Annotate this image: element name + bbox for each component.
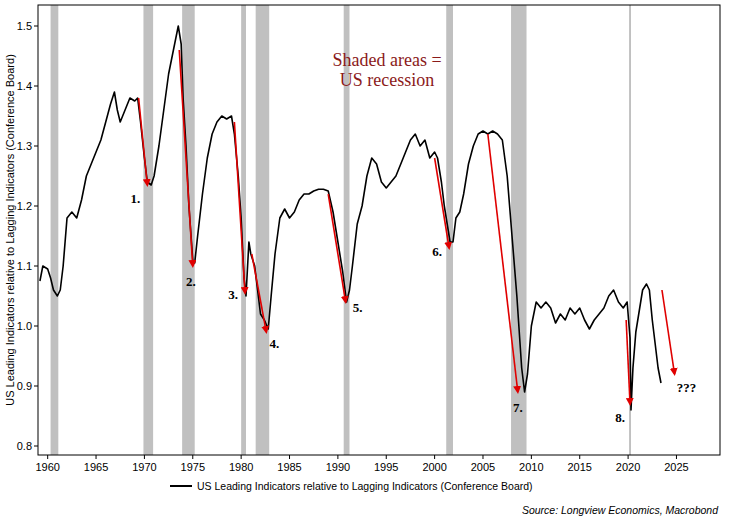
arrow-label: 1. [130,191,140,206]
y-tick [34,326,38,327]
arrow [252,254,267,332]
arrow-label: 3. [228,287,238,302]
x-tick [531,455,532,459]
plot-frame [38,5,720,455]
x-tick-label: 2005 [471,461,495,473]
y-tick-label: 0.9 [17,380,32,392]
recession-band [182,5,195,455]
x-tick-label: 1965 [84,461,108,473]
arrow-label: 4. [269,336,279,351]
arrow [139,98,148,185]
y-tick [34,146,38,147]
chart-container: 0.8 0.9 1.0 1.1 1.2 1.3 1.4 1.5 1960 1965 1970 1975… [0,0,731,522]
legend-label: US Leading Indicators relative to Laggin… [197,480,533,492]
y-tick [34,266,38,267]
x-tick-label: 2025 [664,461,688,473]
x-tick [337,455,338,459]
arrow [234,122,245,293]
recession-band [446,5,453,455]
x-tick [192,455,193,459]
arrow-label: 6. [432,244,442,259]
arrow [488,134,518,392]
x-tick [482,455,483,459]
arrow [626,320,630,404]
y-tick-label: 0.8 [17,440,32,452]
y-tick [34,446,38,447]
x-tick [434,455,435,459]
x-tick-label: 1995 [374,461,398,473]
y-axis-label: US Leading Indicators relative to Laggin… [4,54,16,406]
x-tick-label: 1970 [132,461,156,473]
y-tick-label: 1.0 [17,320,32,332]
y-tick-label: 1.4 [17,80,32,92]
x-tick [676,455,677,459]
x-tick-label: 1985 [277,461,301,473]
x-tick [386,455,387,459]
x-tick-label: 2020 [616,461,640,473]
x-tick-label: 1960 [35,461,59,473]
legend-swatch [170,485,192,487]
arrow-label: 5. [353,300,363,315]
x-tick-label: 1990 [326,461,350,473]
x-tick [579,455,580,459]
recession-band [256,5,270,455]
data-line [40,26,661,410]
source-text: Source: Longview Economics, Macrobond [522,504,719,516]
x-tick-label: 2000 [422,461,446,473]
x-tick [628,455,629,459]
x-tick [241,455,242,459]
y-tick [34,386,38,387]
y-tick [34,206,38,207]
x-tick [47,455,48,459]
x-tick [96,455,97,459]
y-tick-label: 1.1 [17,260,32,272]
y-tick-label: 1.5 [17,20,32,32]
y-tick [34,86,38,87]
note-text: Shaded areas = [332,50,441,70]
arrow-label: ??? [677,380,697,395]
plot-area [40,5,661,455]
note-text: US recession [340,70,434,90]
y-tick-label: 1.2 [17,200,32,212]
recession-band [143,5,153,455]
arrow [435,158,450,248]
chart-svg: 0.8 0.9 1.0 1.1 1.2 1.3 1.4 1.5 1960 1965 1970 1975… [0,0,731,522]
x-tick [289,455,290,459]
arrow [179,50,193,266]
recession-band [51,5,59,455]
arrow-label: 7. [513,400,523,415]
arrow [662,290,675,374]
arrow-label: 8. [615,410,625,425]
x-tick-label: 2015 [567,461,591,473]
arrow-label: 2. [186,274,196,289]
x-tick-label: 2010 [519,461,543,473]
x-tick-label: 1980 [229,461,253,473]
x-tick [144,455,145,459]
y-tick [34,26,38,27]
x-tick-label: 1975 [181,461,205,473]
y-tick-label: 1.3 [17,140,32,152]
arrow [328,194,345,302]
